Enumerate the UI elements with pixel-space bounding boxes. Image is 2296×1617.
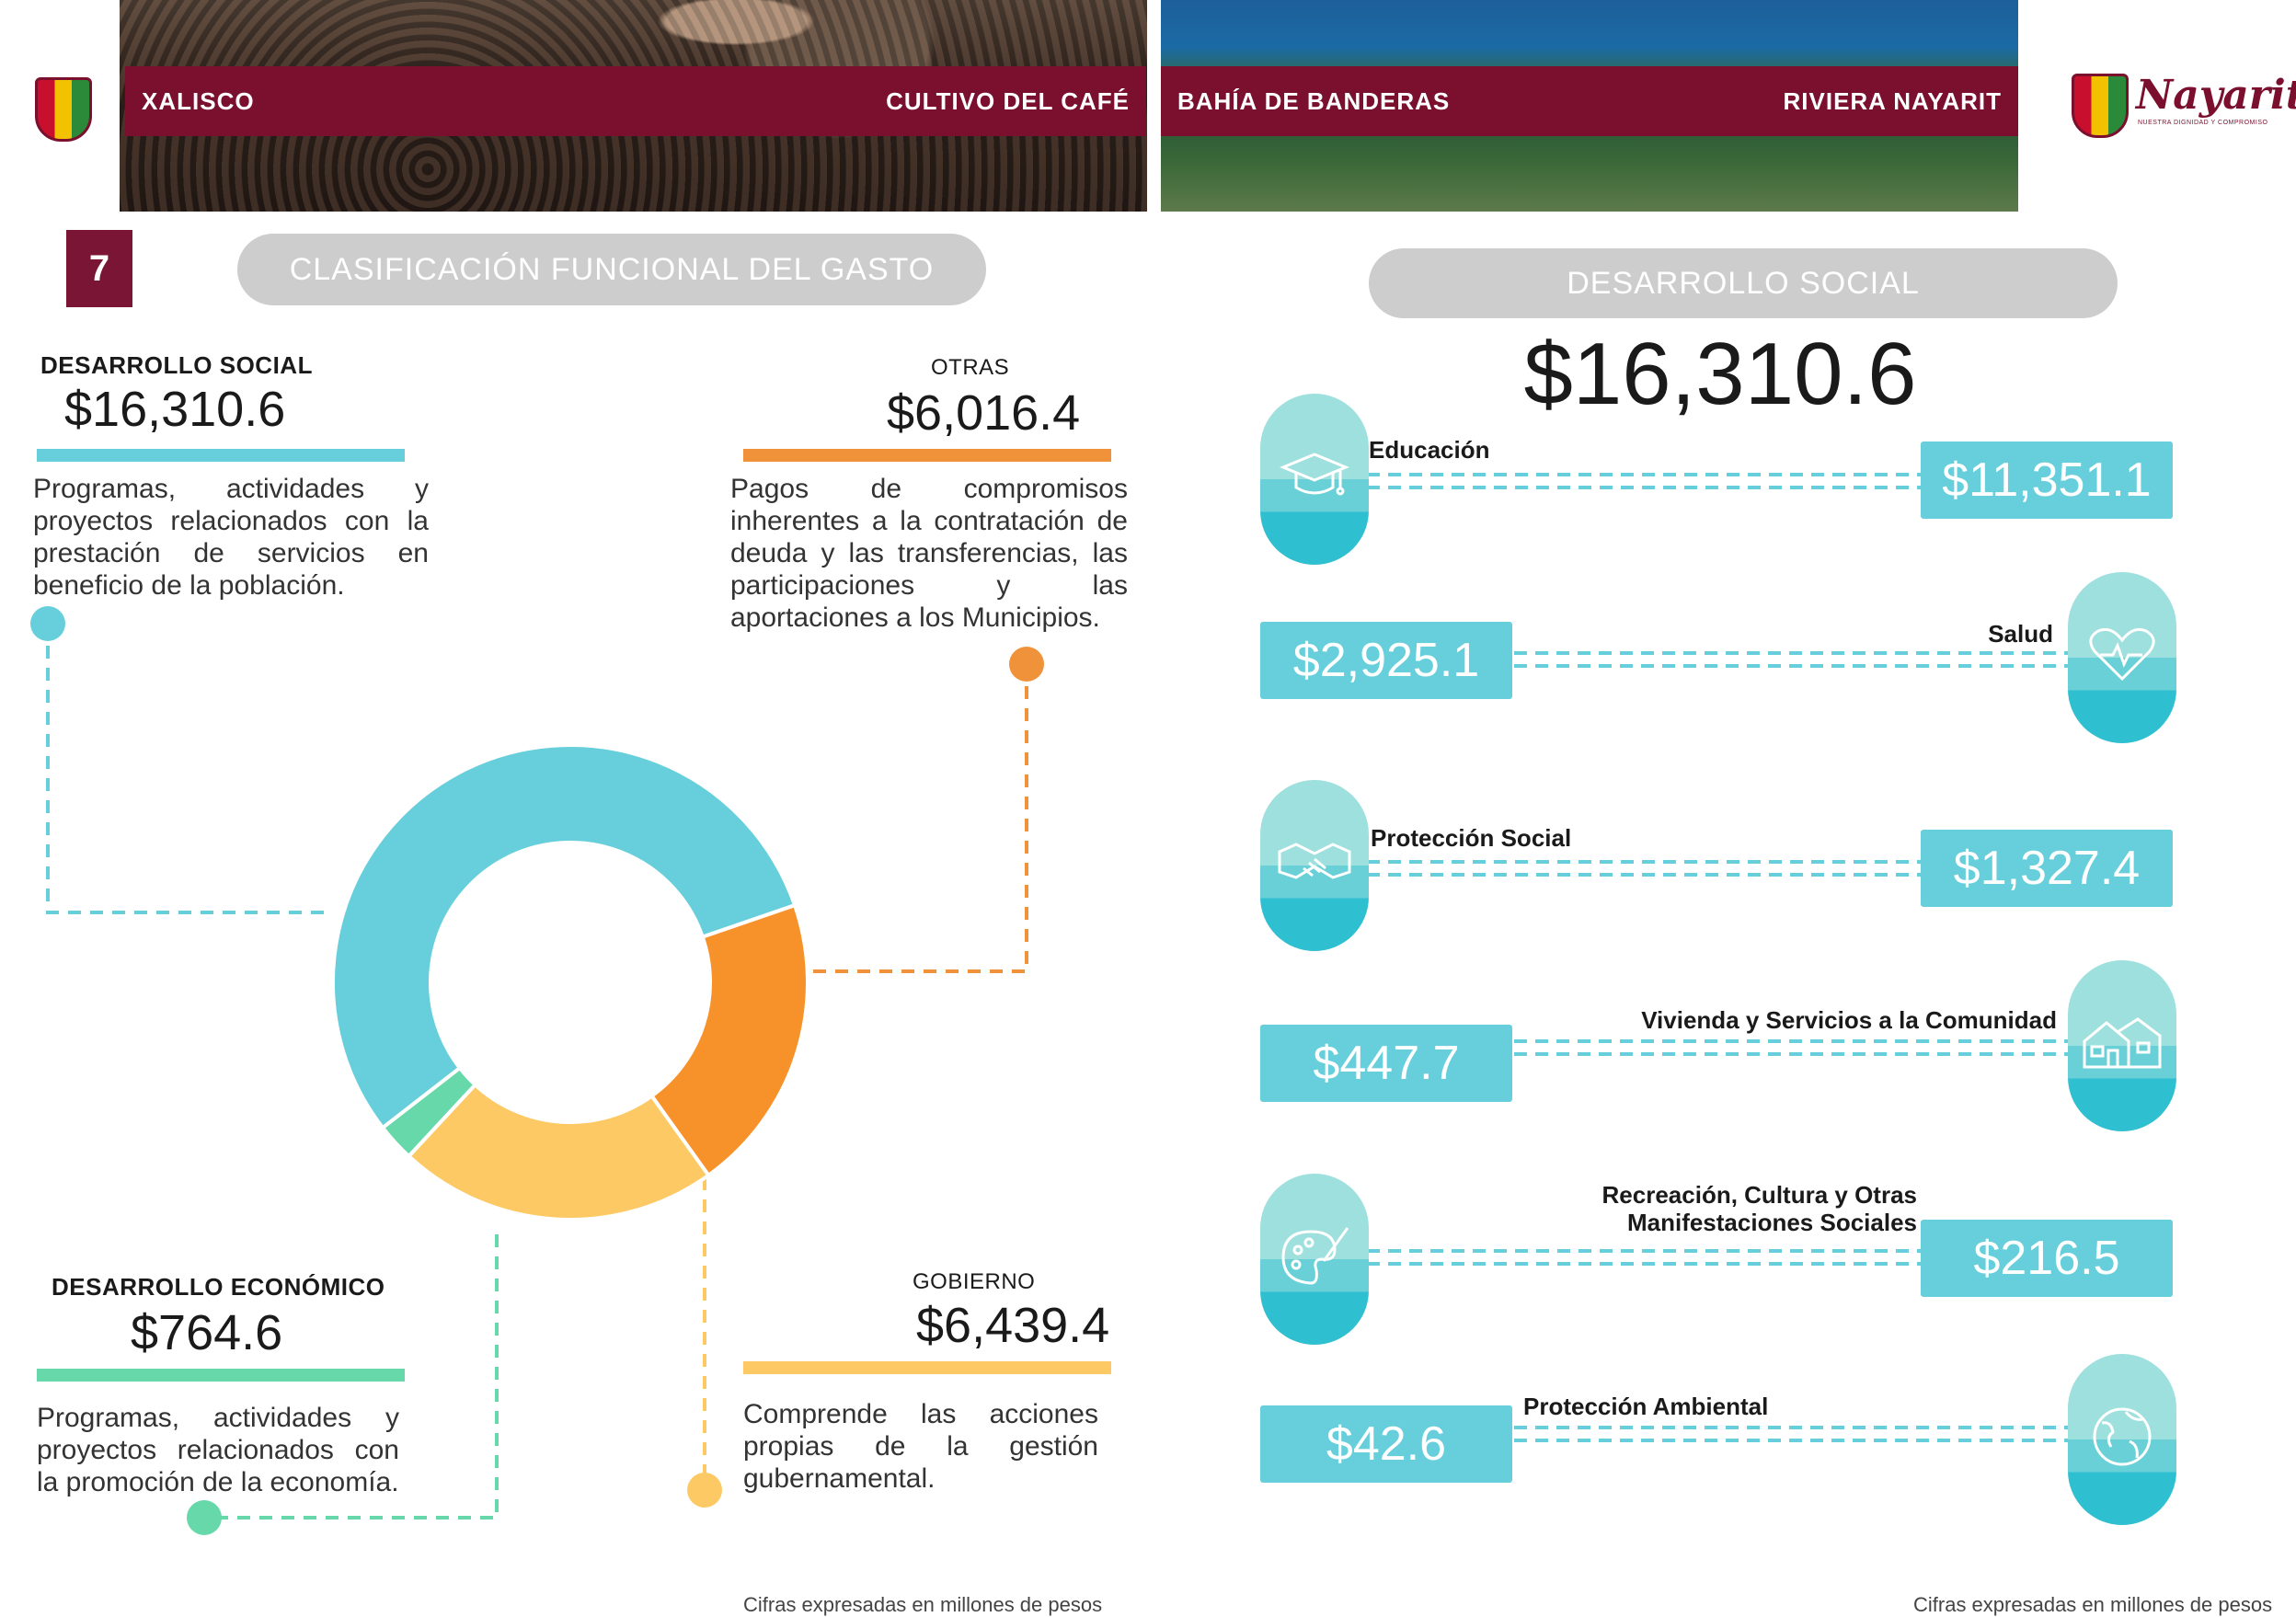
- dash-recreation: [1367, 1249, 1921, 1266]
- dash-environment: [1514, 1426, 2068, 1442]
- social-total-amount: $16,310.6: [1523, 325, 1917, 423]
- category-social-underline: [37, 449, 405, 462]
- education-label: Educación: [1369, 436, 1490, 464]
- education-capsule: [1260, 394, 1369, 565]
- palette-icon: [1260, 1223, 1369, 1290]
- category-government-underline: [743, 1361, 1111, 1374]
- environment-amount: $42.6: [1260, 1405, 1512, 1483]
- dash-health: [1514, 651, 2068, 668]
- page-number: 7: [66, 230, 132, 307]
- globe-icon: [2068, 1404, 2176, 1470]
- banner-left-topic: CULTIVO DEL CAFÉ: [886, 86, 1130, 115]
- category-government-amount: $6,439.4: [916, 1298, 1110, 1353]
- recreation-label: Recreación, Cultura y Otras Manifestacio…: [1601, 1181, 1917, 1236]
- houses-icon: [2068, 1010, 2176, 1076]
- nayarit-logo-subtitle: NUESTRA DIGNIDAD Y COMPROMISO: [2138, 120, 2268, 126]
- social-protection-label: Protección Social: [1371, 824, 1572, 852]
- connector-economic: [204, 1234, 499, 1520]
- graduation-cap-icon: [1260, 443, 1369, 510]
- environment-capsule: [2068, 1354, 2176, 1525]
- category-economic-underline: [37, 1369, 405, 1382]
- housing-capsule: [2068, 960, 2176, 1131]
- housing-amount: $447.7: [1260, 1025, 1512, 1102]
- chart-connectors: [46, 624, 1028, 1520]
- recreation-amount: $216.5: [1921, 1220, 2173, 1297]
- state-shield-right-icon: [2072, 74, 2129, 138]
- donut-chart: [30, 606, 1044, 1535]
- nayarit-logo-text: Nayarit: [2136, 72, 2296, 119]
- housing-label: Vivienda y Servicios a la Comunidad: [1641, 1006, 2057, 1034]
- slice-government: [406, 1082, 712, 1221]
- right-section-title: DESARROLLO SOCIAL: [1369, 248, 2118, 318]
- dash-social-protection: [1367, 860, 1921, 877]
- dash-housing: [1514, 1039, 2068, 1056]
- heart-pulse-icon: [2068, 622, 2176, 688]
- health-capsule: [2068, 572, 2176, 743]
- category-social-amount: $16,310.6: [64, 382, 286, 437]
- environment-label: Protección Ambiental: [1523, 1393, 1769, 1420]
- social-protection-capsule: [1260, 780, 1369, 951]
- category-other-amount: $6,016.4: [887, 385, 1081, 441]
- dot-social: [30, 606, 65, 641]
- banner-right-place: BAHÍA DE BANDERAS: [1177, 86, 1451, 115]
- right-footnote: Cifras expresadas en millones de pesos: [1913, 1593, 2273, 1616]
- left-section-title: CLASIFICACIÓN FUNCIONAL DEL GASTO: [237, 234, 986, 305]
- category-social-title: DESARROLLO SOCIAL: [40, 351, 313, 379]
- slice-social: [331, 743, 798, 1130]
- health-amount: $2,925.1: [1260, 622, 1512, 699]
- category-government-title: GOBIERNO: [913, 1269, 1036, 1294]
- category-social-description: Programas, actividades y proyectos relac…: [33, 474, 429, 601]
- dot-economic: [187, 1500, 222, 1535]
- recreation-capsule: [1260, 1174, 1369, 1345]
- state-shield-left-icon: [35, 77, 92, 142]
- category-economic-description: Programas, actividades y proyectos relac…: [37, 1403, 399, 1497]
- category-other-underline: [743, 449, 1111, 462]
- banner-right: BAHÍA DE BANDERAS RIVIERA NAYARIT: [1161, 66, 2018, 136]
- category-government-description: Comprende las acciones propias de la ges…: [743, 1399, 1098, 1494]
- banner-left-place: XALISCO: [142, 86, 255, 115]
- education-amount: $11,351.1: [1921, 442, 2173, 519]
- dot-other: [1009, 647, 1044, 682]
- slice-other: [649, 902, 809, 1178]
- banner-left: XALISCO CULTIVO DEL CAFÉ: [125, 66, 1146, 136]
- handshake-icon: [1260, 830, 1369, 896]
- dash-education: [1367, 473, 1921, 489]
- banner-right-topic: RIVIERA NAYARIT: [1783, 86, 2002, 115]
- social-protection-amount: $1,327.4: [1921, 830, 2173, 907]
- connector-other: [808, 664, 1028, 973]
- category-economic-amount: $764.6: [131, 1305, 283, 1360]
- category-other-description: Pagos de compromisos inherentes a la con…: [730, 474, 1128, 633]
- left-footnote: Cifras expresadas en millones de pesos: [743, 1593, 1103, 1616]
- health-label: Salud: [1988, 620, 2053, 648]
- slice-economic: [380, 1065, 478, 1159]
- category-other-title: OTRAS: [931, 355, 1010, 380]
- connector-social: [46, 624, 329, 914]
- category-economic-title: DESARROLLO ECONÓMICO: [52, 1273, 385, 1301]
- dot-government: [687, 1473, 722, 1508]
